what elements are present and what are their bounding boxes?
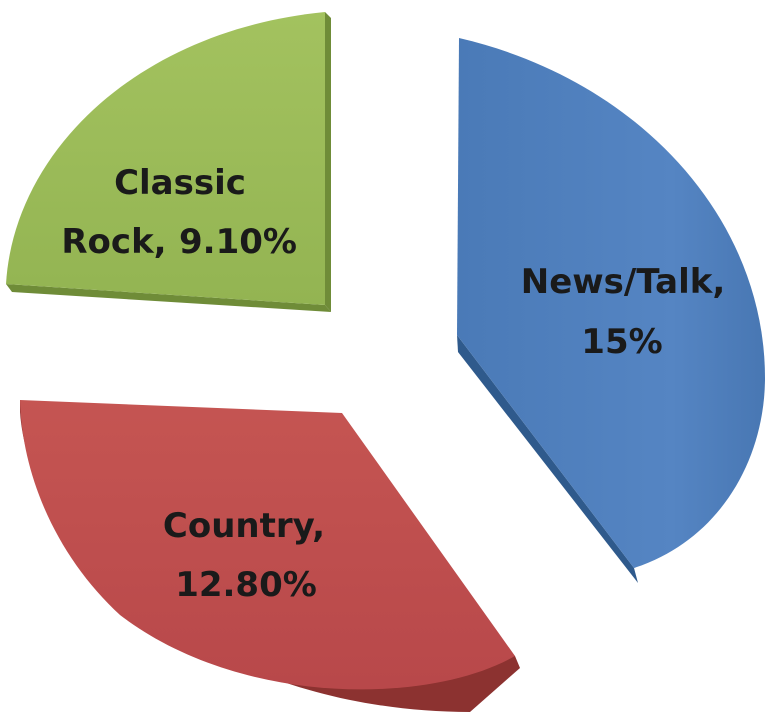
label-classic-rock-name: Classic: [114, 163, 246, 203]
slice-country: [20, 400, 520, 712]
label-news-talk-name: News/Talk,: [521, 262, 726, 302]
slice-news-talk-top: [457, 38, 766, 568]
slice-classic-rock: [6, 12, 331, 312]
slice-news-talk-side: [457, 335, 638, 583]
slice-classic-rock-top: [6, 12, 325, 305]
label-classic-rock-line2: Rock, 9.10%: [61, 222, 297, 262]
slice-classic-rock-side: [325, 12, 331, 312]
slice-classic-rock-bottom: [6, 284, 331, 312]
label-country-name: Country,: [163, 506, 325, 546]
slice-news-talk: [457, 38, 766, 583]
slice-country-top: [20, 400, 515, 690]
label-classic-rock-name2: Rock,: [61, 222, 166, 262]
label-classic-rock-value: 9.10%: [179, 222, 297, 262]
label-news-talk-value: 15%: [581, 322, 662, 362]
label-country-value: 12.80%: [175, 565, 317, 605]
